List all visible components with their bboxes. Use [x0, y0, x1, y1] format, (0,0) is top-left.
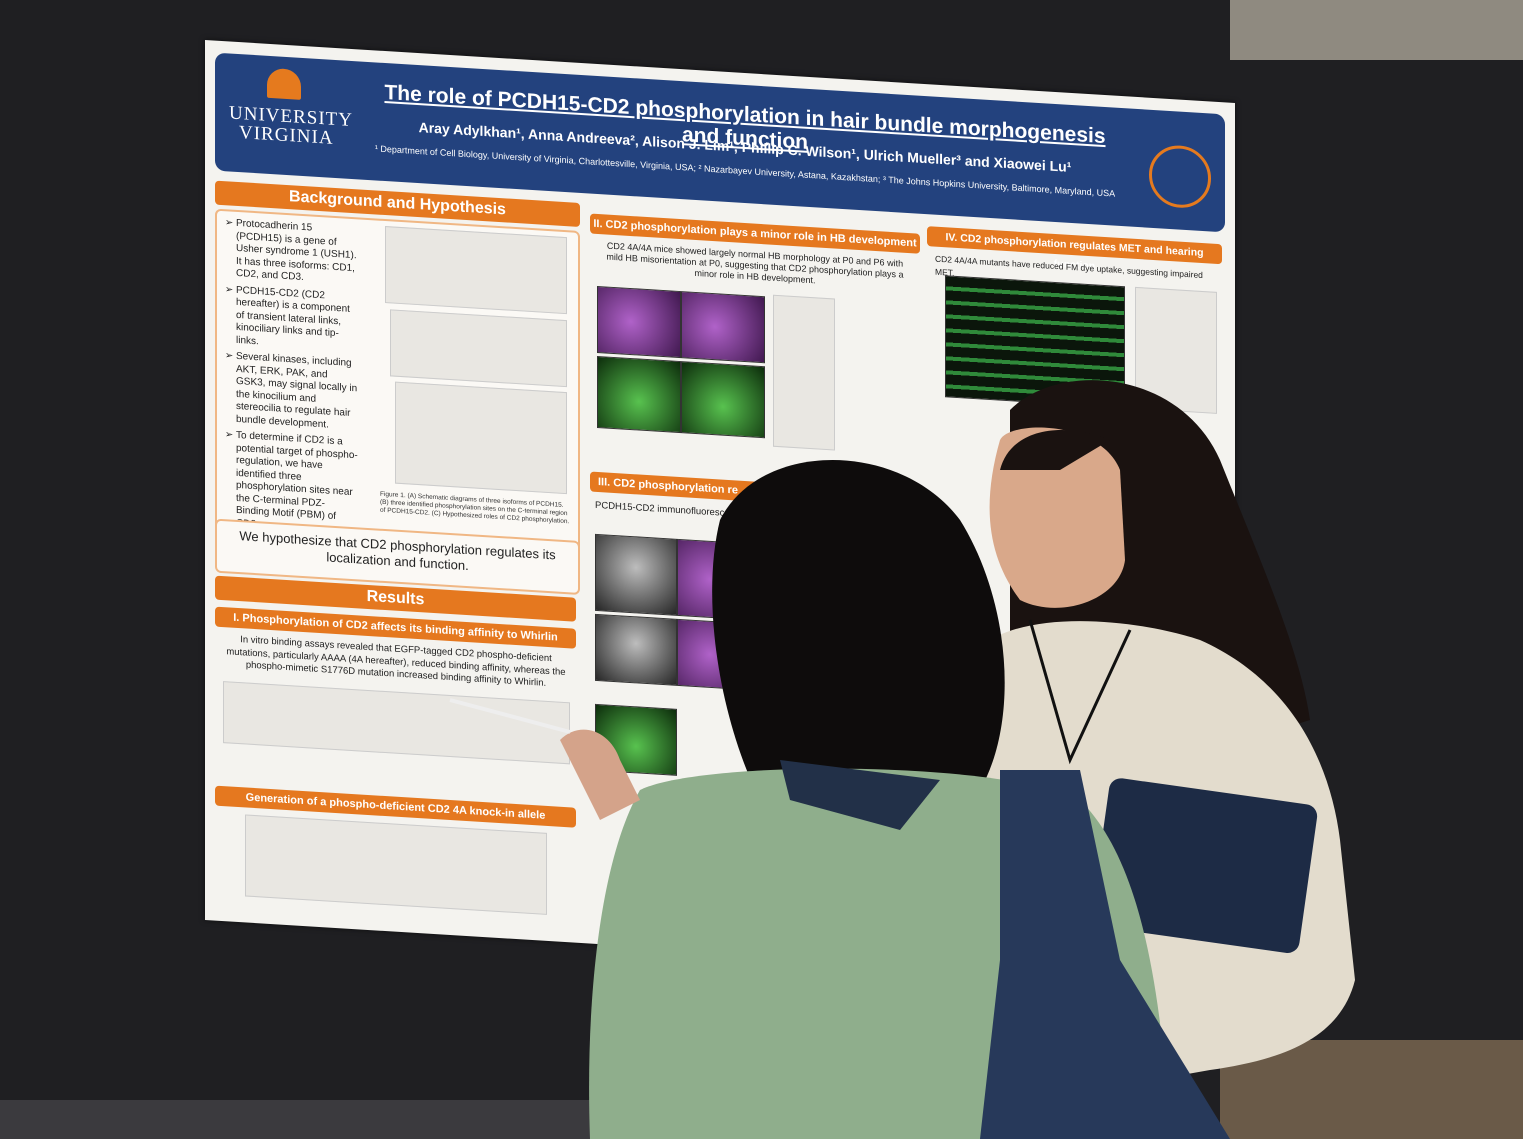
visitor-hair	[712, 460, 1005, 800]
board-base	[0, 1100, 600, 1139]
pen	[449, 698, 571, 734]
tablet	[1091, 778, 1318, 953]
presenter-face	[989, 427, 1125, 608]
presenter-bangs	[1000, 430, 1110, 470]
lanyard	[1028, 619, 1132, 765]
visitor-hand	[560, 729, 640, 820]
visitor-scarf	[780, 760, 940, 830]
backpack	[980, 770, 1230, 1139]
ceiling	[1230, 0, 1523, 60]
